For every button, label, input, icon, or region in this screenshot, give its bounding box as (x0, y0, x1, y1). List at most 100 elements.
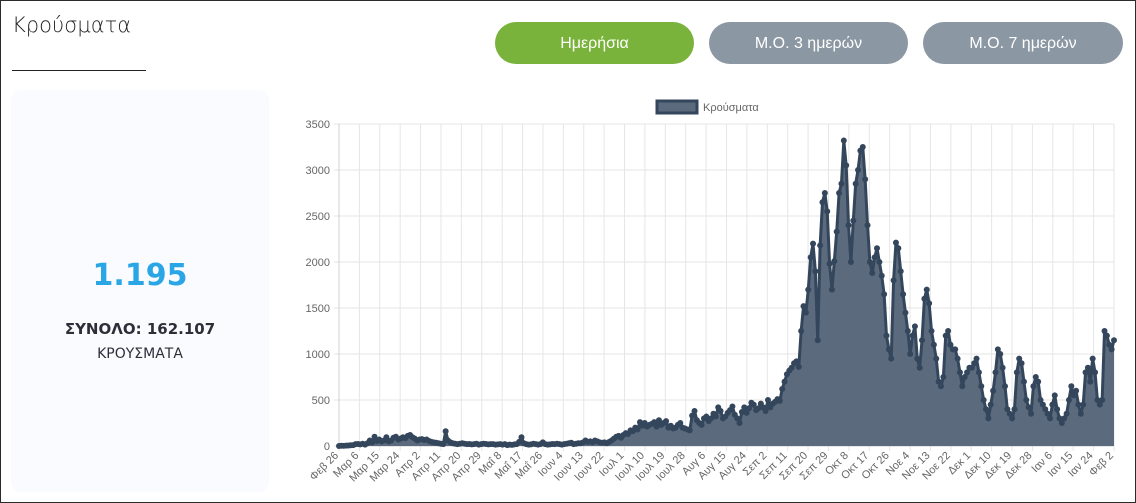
data-point (964, 369, 971, 376)
daily-toggle-button[interactable]: Ημερήσια (495, 22, 694, 64)
data-point (885, 346, 892, 353)
data-point (983, 406, 990, 413)
data-point (655, 417, 662, 424)
data-point (836, 190, 843, 196)
data-point (1051, 392, 1058, 399)
data-point (850, 217, 857, 224)
legend-label: Κρούσματα (703, 102, 759, 114)
data-point (1070, 392, 1077, 399)
avg-3-days-toggle-button[interactable]: Μ.Ο. 3 ημερών (709, 22, 908, 64)
data-point (900, 291, 907, 298)
data-point (862, 176, 869, 183)
data-point (1032, 374, 1039, 380)
legend-swatch (655, 99, 699, 115)
data-point (975, 369, 982, 376)
data-point (781, 378, 788, 385)
y-tick-label: 3000 (306, 165, 330, 177)
data-point (440, 441, 447, 448)
data-point (902, 309, 909, 316)
data-point (689, 412, 696, 419)
data-point (1089, 355, 1096, 362)
data-point (1018, 360, 1025, 367)
data-point (921, 295, 928, 302)
data-point (866, 259, 873, 265)
data-point (663, 418, 670, 425)
data-point (954, 355, 961, 362)
data-point (919, 337, 926, 344)
data-point (1037, 397, 1044, 403)
data-point (923, 286, 930, 293)
data-point (755, 405, 762, 412)
avg-7-days-toggle-button[interactable]: Μ.Ο. 7 ημερών (923, 22, 1123, 64)
y-tick-label: 1500 (306, 303, 330, 315)
data-point (1044, 410, 1051, 417)
data-point (1101, 328, 1108, 334)
data-point (814, 337, 821, 344)
data-point (762, 408, 769, 415)
data-point (871, 254, 878, 261)
data-point (743, 409, 750, 416)
data-point (1111, 337, 1117, 344)
data-point (926, 300, 933, 307)
data-point (987, 401, 994, 408)
data-point (793, 358, 800, 365)
data-point (873, 245, 880, 252)
data-point (864, 222, 871, 229)
data-point (1049, 401, 1056, 408)
data-point (1058, 420, 1065, 426)
data-point (802, 309, 809, 316)
data-point (828, 286, 835, 293)
data-point (831, 258, 838, 265)
data-point (961, 374, 968, 380)
data-point (847, 259, 854, 265)
data-point (999, 364, 1006, 371)
data-point (980, 397, 987, 403)
data-point (1063, 410, 1070, 417)
data-point (817, 242, 824, 249)
data-point (1108, 346, 1115, 353)
data-point (712, 413, 719, 420)
total-cases-sub-label: ΚΡΟΥΣΜΑΤΑ (97, 346, 183, 362)
data-point (852, 180, 859, 187)
y-tick-label: 3500 (306, 119, 330, 131)
data-point (717, 408, 724, 415)
data-point (1092, 369, 1099, 376)
data-point (904, 328, 911, 334)
data-point (1039, 401, 1046, 408)
data-point (750, 401, 757, 408)
data-point (1056, 415, 1063, 422)
data-point (805, 286, 812, 293)
data-point (883, 332, 890, 339)
data-point (833, 228, 840, 235)
data-point (1004, 406, 1011, 413)
data-point (892, 239, 899, 246)
data-point (942, 332, 949, 339)
data-point (914, 355, 921, 362)
data-point (940, 374, 947, 380)
data-point (907, 351, 914, 357)
title-underline (12, 70, 146, 71)
data-point (930, 341, 937, 348)
data-point (708, 415, 715, 422)
y-tick-label: 2500 (306, 211, 330, 223)
data-point (1025, 404, 1032, 411)
data-point (897, 268, 904, 275)
data-point (935, 378, 942, 385)
data-point (994, 346, 1001, 353)
data-point (776, 397, 783, 404)
today-cases-value: 1.195 (92, 258, 188, 293)
data-point (1042, 406, 1049, 413)
data-point (1106, 341, 1113, 348)
y-tick-label: 0 (324, 441, 330, 453)
data-point (812, 268, 819, 275)
y-tick-label: 1000 (306, 349, 330, 361)
data-point (990, 387, 997, 394)
data-point (1068, 383, 1075, 390)
data-point (947, 341, 954, 348)
data-point (819, 199, 826, 206)
data-point (916, 364, 923, 371)
data-point (821, 190, 828, 196)
data-point (746, 405, 753, 412)
data-point (855, 167, 862, 173)
